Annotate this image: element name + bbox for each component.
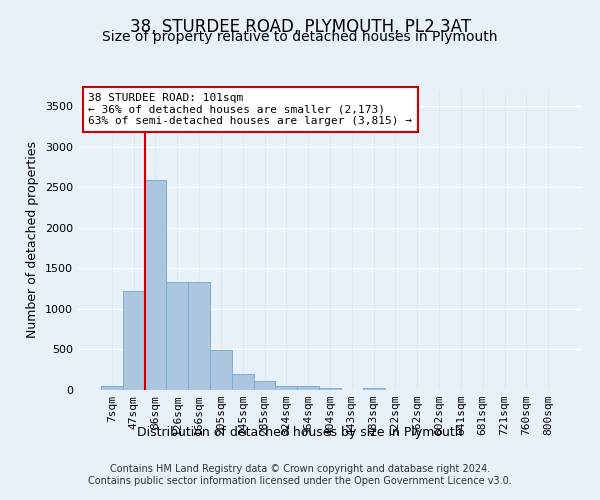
Bar <box>275 386 297 390</box>
Text: Distribution of detached houses by size in Plymouth: Distribution of detached houses by size … <box>137 426 463 439</box>
Text: Contains HM Land Registry data © Crown copyright and database right 2024.: Contains HM Land Registry data © Crown c… <box>110 464 490 474</box>
Bar <box>145 180 166 390</box>
Bar <box>101 386 123 390</box>
Bar <box>254 382 275 390</box>
Y-axis label: Number of detached properties: Number of detached properties <box>26 142 40 338</box>
Text: Size of property relative to detached houses in Plymouth: Size of property relative to detached ho… <box>102 30 498 44</box>
Text: 38 STURDEE ROAD: 101sqm
← 36% of detached houses are smaller (2,173)
63% of semi: 38 STURDEE ROAD: 101sqm ← 36% of detache… <box>88 93 412 126</box>
Bar <box>166 282 188 390</box>
Text: Contains public sector information licensed under the Open Government Licence v3: Contains public sector information licen… <box>88 476 512 486</box>
Bar <box>188 282 210 390</box>
Bar <box>232 374 254 390</box>
Bar <box>210 350 232 390</box>
Bar <box>319 388 341 390</box>
Text: 38, STURDEE ROAD, PLYMOUTH, PL2 3AT: 38, STURDEE ROAD, PLYMOUTH, PL2 3AT <box>130 18 470 36</box>
Bar <box>297 386 319 390</box>
Bar <box>123 291 145 390</box>
Bar <box>363 388 385 390</box>
